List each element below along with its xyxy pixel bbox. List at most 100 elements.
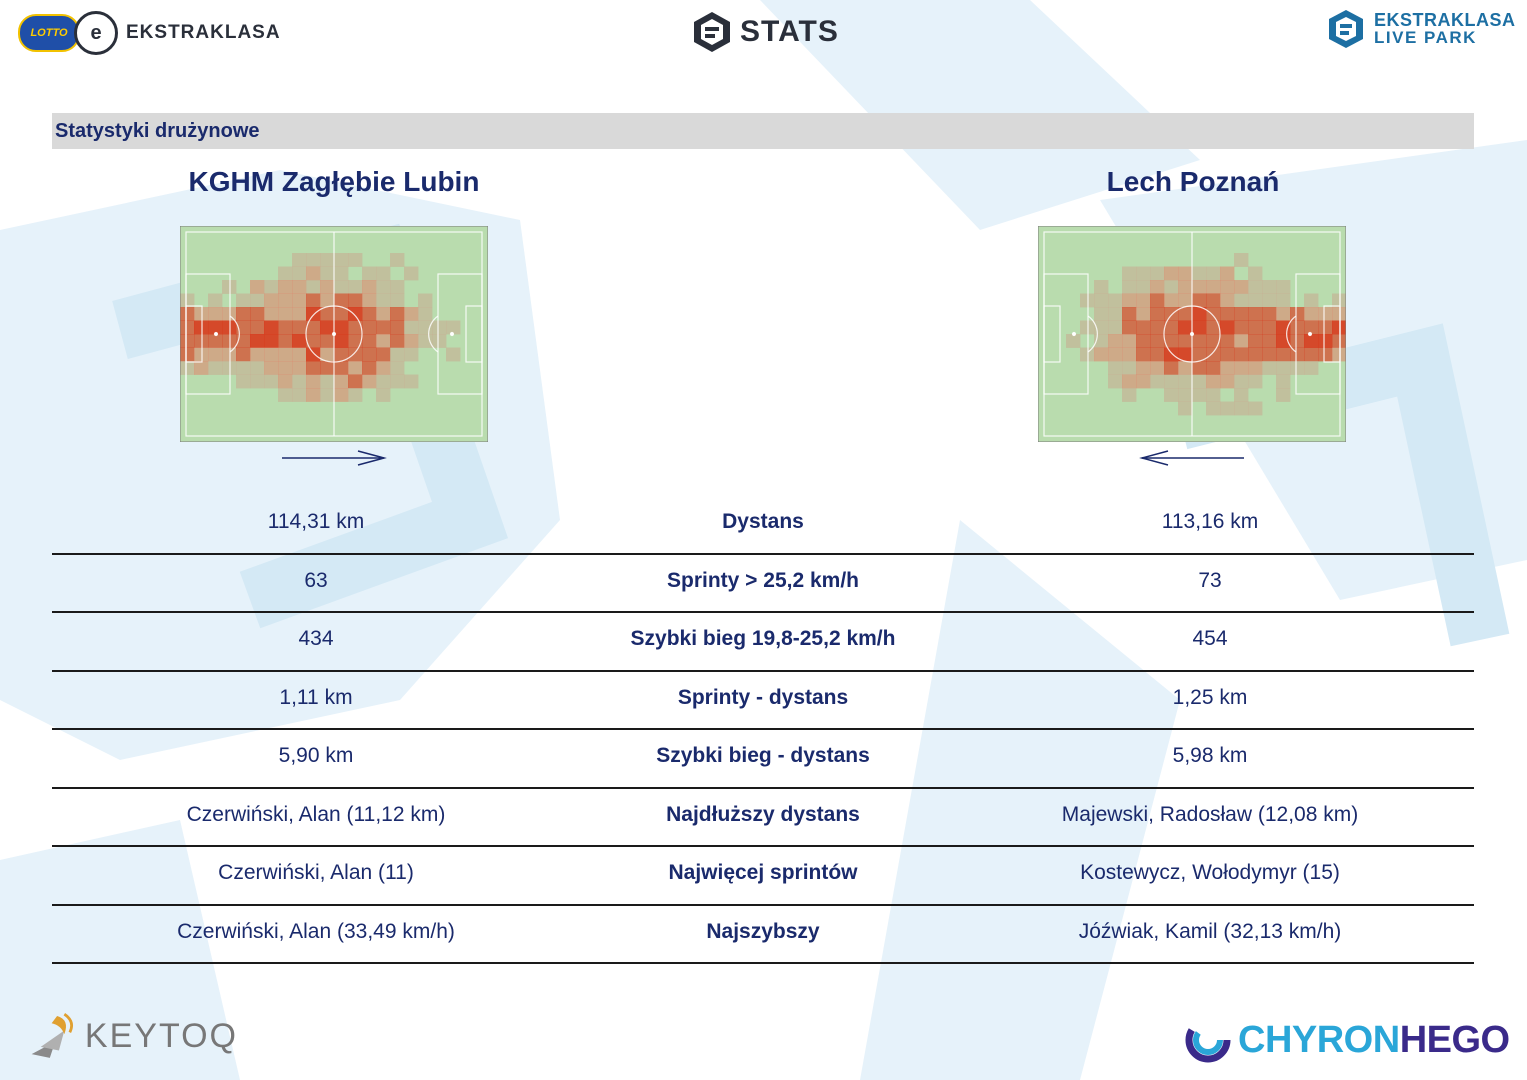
heatmap-cell <box>194 347 209 362</box>
heatmap-cell <box>1164 361 1179 375</box>
heatmap-cell <box>1220 280 1235 294</box>
heatmap-cell <box>306 266 321 281</box>
heatmap-cell <box>1318 320 1333 335</box>
heatmap-cell <box>1332 334 1346 348</box>
away-value: Kostewycz, Wołodymyr (15) <box>1080 861 1340 884</box>
heatmap-cell <box>278 388 293 402</box>
heatmap-cell <box>1178 361 1193 375</box>
heatmap-cell <box>376 347 391 362</box>
heatmap-cell <box>1066 334 1081 348</box>
heatmap-cell <box>348 307 363 321</box>
heatmap-cell <box>1248 266 1263 281</box>
heatmap-cell <box>1122 266 1137 281</box>
heatmap-cell <box>180 347 195 362</box>
heatmap-cell <box>1136 280 1151 294</box>
heatmap-cell <box>1150 374 1165 389</box>
away-value: 454 <box>1192 627 1228 650</box>
heatmap-cell <box>320 293 335 308</box>
heatmap-cell <box>306 361 321 375</box>
stat-label: Najszybszy <box>706 919 820 943</box>
heatmap-cell <box>1262 320 1277 335</box>
heatmap-cell <box>1094 280 1109 294</box>
table-row: 114,31 km Dystans 113,16 km <box>52 496 1474 555</box>
keytoq-emblem-icon <box>31 1013 73 1058</box>
heatmap-cell <box>278 293 293 308</box>
heatmap-cell <box>362 266 377 281</box>
heatmap-cell <box>1150 266 1165 281</box>
home-team-name: KGHM Zagłębie Lubin <box>188 166 480 197</box>
heatmap-cell <box>1136 307 1151 321</box>
heatmap-cell <box>1178 280 1193 294</box>
heatmap-cell <box>1122 347 1137 362</box>
league-name: EKSTRAKLASA <box>126 22 281 43</box>
heatmap-cell <box>1192 361 1207 375</box>
heatmap-cell <box>1234 253 1249 267</box>
heatmap-cell <box>1220 374 1235 389</box>
heatmap-cell <box>1276 361 1291 375</box>
heatmap-cell <box>194 307 209 321</box>
heatmap-cell <box>362 320 377 335</box>
heatmap-cell <box>278 266 293 281</box>
heatmap-cell <box>376 293 391 308</box>
heatmap-cell <box>1150 307 1165 321</box>
heatmap-cell <box>236 347 251 362</box>
stats-title: STATS <box>740 15 839 48</box>
heatmap-cell <box>376 361 391 375</box>
heatmap-cell <box>348 280 363 294</box>
heatmap-cell <box>376 280 391 294</box>
table-row: 63 Sprinty > 25,2 km/h 73 <box>52 555 1474 613</box>
heatmap-cell <box>1206 347 1221 362</box>
heatmap-cell <box>1234 401 1249 416</box>
heatmap-cell <box>250 374 265 389</box>
heatmap-cell <box>1080 293 1095 308</box>
heatmap-cell <box>1178 266 1193 281</box>
stat-label: Sprinty > 25,2 km/h <box>667 568 859 592</box>
away-value: 1,25 km <box>1172 685 1248 709</box>
heatmap-cell <box>1178 334 1193 348</box>
heatmap-cell <box>1276 320 1291 335</box>
keytoq-wordmark: KEYTOQ <box>84 1016 238 1055</box>
heatmap-cell <box>390 307 405 321</box>
heatmap-cell <box>292 293 307 308</box>
heatmap-cell <box>348 388 363 402</box>
heatmap-cell <box>390 253 405 267</box>
heatmap-cell <box>1248 307 1263 321</box>
heatmap-cell <box>1192 280 1207 294</box>
section-header: Statystyki drużynowe <box>52 113 1474 149</box>
heatmap-cell <box>362 307 377 321</box>
heatmap-cell <box>320 334 335 348</box>
heatmap-cell <box>432 320 447 335</box>
heatmap-cell <box>334 280 349 294</box>
stat-label: Szybki bieg 19,8-25,2 km/h <box>630 627 896 650</box>
heatmap-cell <box>1164 388 1179 402</box>
heatmap-cell <box>208 293 223 308</box>
heatmap-cell <box>1192 266 1207 281</box>
heatmap-cell <box>1262 361 1277 375</box>
heatmap-cell <box>404 266 419 281</box>
heatmap-cell <box>278 307 293 321</box>
heatmap-cell <box>348 347 363 362</box>
heatmap-cell <box>180 334 195 348</box>
heatmap-cell <box>250 334 265 348</box>
e-shield-icon <box>1329 10 1363 48</box>
heatmap-cell <box>264 361 279 375</box>
heatmap-cell <box>208 307 223 321</box>
heatmap-cell <box>1164 266 1179 281</box>
heatmap-cell <box>348 253 363 267</box>
heatmap-cell <box>320 388 335 402</box>
heatmap-cell <box>1206 361 1221 375</box>
home-value: 1,11 km <box>279 685 353 709</box>
heatmap-cell <box>250 347 265 362</box>
home-value: Czerwiński, Alan (33,49 km/h) <box>177 919 455 943</box>
heatmap-cell <box>390 293 405 308</box>
attack-direction-right-arrow <box>282 450 387 466</box>
heatmap-cell <box>1332 293 1346 308</box>
chyronhego-logo: CHYRONHEGO <box>1184 1014 1514 1066</box>
heatmap-cell <box>1150 334 1165 348</box>
heatmap-cell <box>1136 293 1151 308</box>
home-value: 5,90 km <box>278 744 354 767</box>
heatmap-cell <box>1248 280 1263 294</box>
heatmap-cell <box>1318 307 1333 321</box>
heatmap-cell <box>250 361 265 375</box>
away-value: 113,16 km <box>1161 510 1259 533</box>
